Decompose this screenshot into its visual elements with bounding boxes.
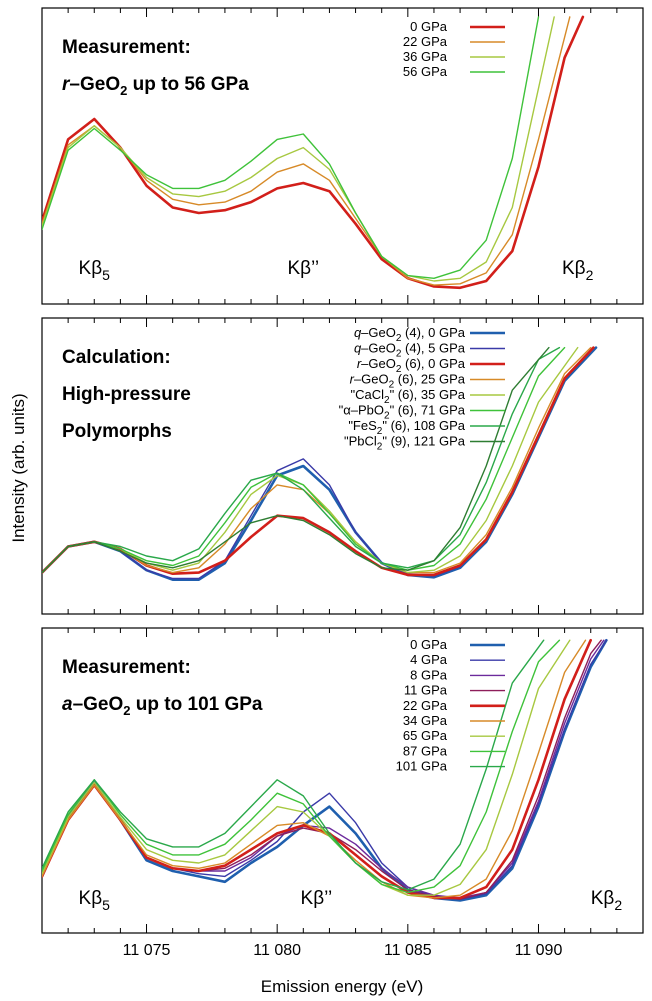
panel-title-line1: Measurement:	[62, 657, 191, 678]
legend-label: "PbCl2" (9), 121 GPa	[344, 434, 466, 453]
series-line-8	[42, 346, 550, 574]
series-line-2	[42, 639, 608, 900]
legend-label: 56 GPa	[403, 64, 448, 79]
series-line-5	[42, 638, 592, 900]
series-line-8	[42, 639, 561, 894]
series-line-2	[42, 346, 595, 580]
legend-label: 4 GPa	[410, 652, 448, 667]
legend-label: "FeS2" (6), 108 GPa	[348, 418, 465, 437]
series-group	[42, 15, 585, 290]
legend-label: 0 GPa	[410, 637, 448, 652]
x-tick-label: 11 075	[123, 942, 171, 959]
x-tick-label: 11 080	[253, 942, 301, 959]
series-line-5	[42, 346, 579, 574]
series-line-1	[42, 638, 608, 902]
legend-label: q–GeO2 (4), 5 GPa	[354, 341, 466, 360]
legend-label: 22 GPa	[403, 698, 448, 713]
series-line-4	[42, 639, 602, 900]
series-line-4	[42, 16, 540, 279]
series-line-7	[42, 346, 561, 574]
legend-label: 34 GPa	[403, 713, 448, 728]
x-axis-label: Emission energy (eV)	[261, 977, 424, 996]
panel-title-line2: r–GeO2 up to 56 GPa	[62, 74, 249, 98]
peak-label: Kβ’’	[301, 888, 333, 909]
series-line-3	[42, 639, 605, 899]
legend-label: 0 GPa	[410, 19, 448, 34]
legend-label: "CaCl2" (6), 35 GPa	[350, 387, 465, 406]
legend-label: r–GeO2 (6), 25 GPa	[350, 372, 466, 391]
peak-label: Kβ2	[591, 888, 623, 913]
legend-label: "α–PbO2" (6), 71 GPa	[339, 403, 466, 422]
legend-label: 87 GPa	[403, 743, 448, 758]
legend-label: 11 GPa	[404, 683, 448, 698]
peak-label: Kβ’’	[287, 258, 319, 279]
plot-frame	[41, 317, 644, 615]
series-group	[42, 638, 608, 902]
series-line-4	[42, 346, 592, 574]
plot-frame	[41, 627, 644, 934]
panel-title-line3: Polymorphs	[62, 421, 172, 442]
panel-title-line2: High-pressure	[62, 384, 191, 405]
series-line-3	[42, 16, 555, 282]
series-line-6	[42, 639, 587, 899]
legend-label: 101 GPa	[396, 759, 448, 774]
peak-label: Kβ2	[562, 258, 594, 283]
y-axis-label: Intensity (arb. units)	[9, 393, 28, 542]
panel-title-line1: Measurement:	[62, 37, 191, 58]
legend-label: q–GeO2 (4), 0 GPa	[354, 325, 466, 344]
panel-title-line2: a–GeO2 up to 101 GPa	[62, 694, 263, 718]
legend-label: 36 GPa	[403, 49, 448, 64]
series-line-6	[42, 346, 566, 574]
panel-2: Calculation: High-pressure Polymorphs q–GeO…	[41, 317, 644, 615]
x-tick-label: 11 090	[515, 942, 563, 959]
plot-frame	[41, 7, 644, 305]
series-group	[42, 346, 598, 581]
series-line-3	[42, 346, 595, 577]
peak-label: Kβ5	[79, 258, 111, 283]
legend-label: 65 GPa	[403, 728, 448, 743]
peak-label: Kβ5	[79, 888, 111, 913]
series-line-1	[42, 15, 585, 290]
legend-label: 22 GPa	[403, 34, 448, 49]
series-line-9	[42, 639, 545, 891]
panel-title-line1: Calculation:	[62, 347, 171, 368]
legend-label: r–GeO2 (6), 0 GPa	[357, 356, 466, 375]
x-tick-label: 11 085	[384, 942, 432, 959]
series-line-7	[42, 639, 571, 896]
legend-label: 8 GPa	[410, 667, 448, 682]
